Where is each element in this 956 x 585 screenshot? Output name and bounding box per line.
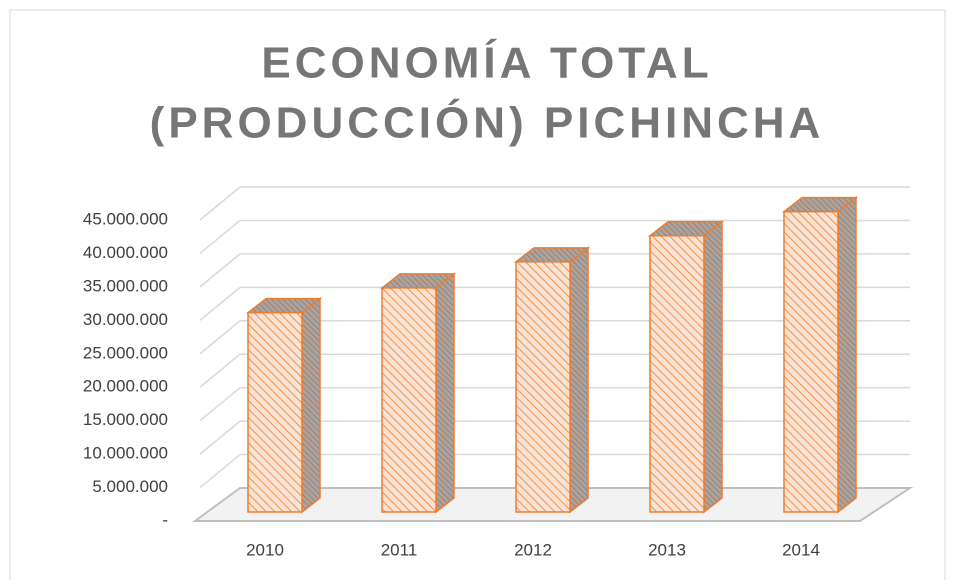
y-tick-label: - bbox=[162, 510, 168, 529]
y-tick-label: 10.000.000 bbox=[83, 444, 168, 463]
chart-title: (PRODUCCIÓN) PICHINCHA bbox=[150, 98, 825, 148]
bar-side bbox=[301, 297, 321, 514]
bar bbox=[381, 287, 437, 513]
y-tick-label: 30.000.000 bbox=[83, 310, 168, 329]
grid-line bbox=[199, 320, 241, 355]
y-tick-label: 5.000.000 bbox=[92, 477, 168, 496]
grid-line bbox=[199, 453, 241, 489]
y-tick-label: 45.000.000 bbox=[83, 209, 168, 228]
grid-line bbox=[199, 353, 241, 388]
grid-line bbox=[199, 420, 241, 455]
bar-side bbox=[837, 196, 857, 514]
y-tick-label: 40.000.000 bbox=[83, 243, 168, 262]
x-tick-label: 2011 bbox=[381, 540, 418, 559]
y-tick-label: 15.000.000 bbox=[83, 410, 168, 429]
x-tick-label: 2010 bbox=[246, 540, 284, 559]
grid-line bbox=[199, 387, 241, 422]
grid-line bbox=[199, 219, 241, 255]
bar bbox=[783, 210, 839, 513]
grid-line bbox=[199, 286, 241, 321]
x-tick-label: 2012 bbox=[514, 540, 552, 559]
y-tick-label: 25.000.000 bbox=[83, 343, 168, 362]
grid-line bbox=[199, 186, 241, 221]
y-tick-label: 35.000.000 bbox=[83, 276, 168, 295]
bar-side bbox=[435, 272, 455, 514]
grid-line bbox=[199, 253, 241, 288]
chart-title: ECONOMÍA TOTAL bbox=[261, 38, 712, 88]
bar bbox=[515, 261, 571, 513]
y-tick-label: 20.000.000 bbox=[83, 377, 168, 396]
bar bbox=[649, 234, 705, 513]
bar bbox=[247, 311, 303, 513]
bar-side bbox=[703, 220, 723, 514]
x-tick-label: 2014 bbox=[782, 540, 820, 559]
x-tick-label: 2013 bbox=[648, 540, 686, 559]
bar-side bbox=[569, 246, 589, 514]
